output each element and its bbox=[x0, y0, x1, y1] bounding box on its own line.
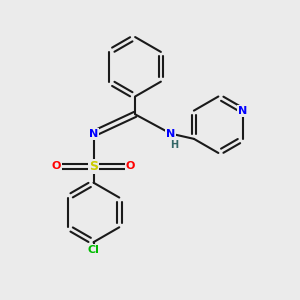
Text: N: N bbox=[166, 129, 176, 139]
Text: N: N bbox=[89, 129, 98, 139]
Text: N: N bbox=[238, 106, 248, 116]
Text: O: O bbox=[52, 161, 61, 171]
Text: O: O bbox=[126, 161, 135, 171]
Text: S: S bbox=[89, 160, 98, 173]
Text: Cl: Cl bbox=[88, 244, 100, 255]
Text: H: H bbox=[170, 140, 178, 150]
